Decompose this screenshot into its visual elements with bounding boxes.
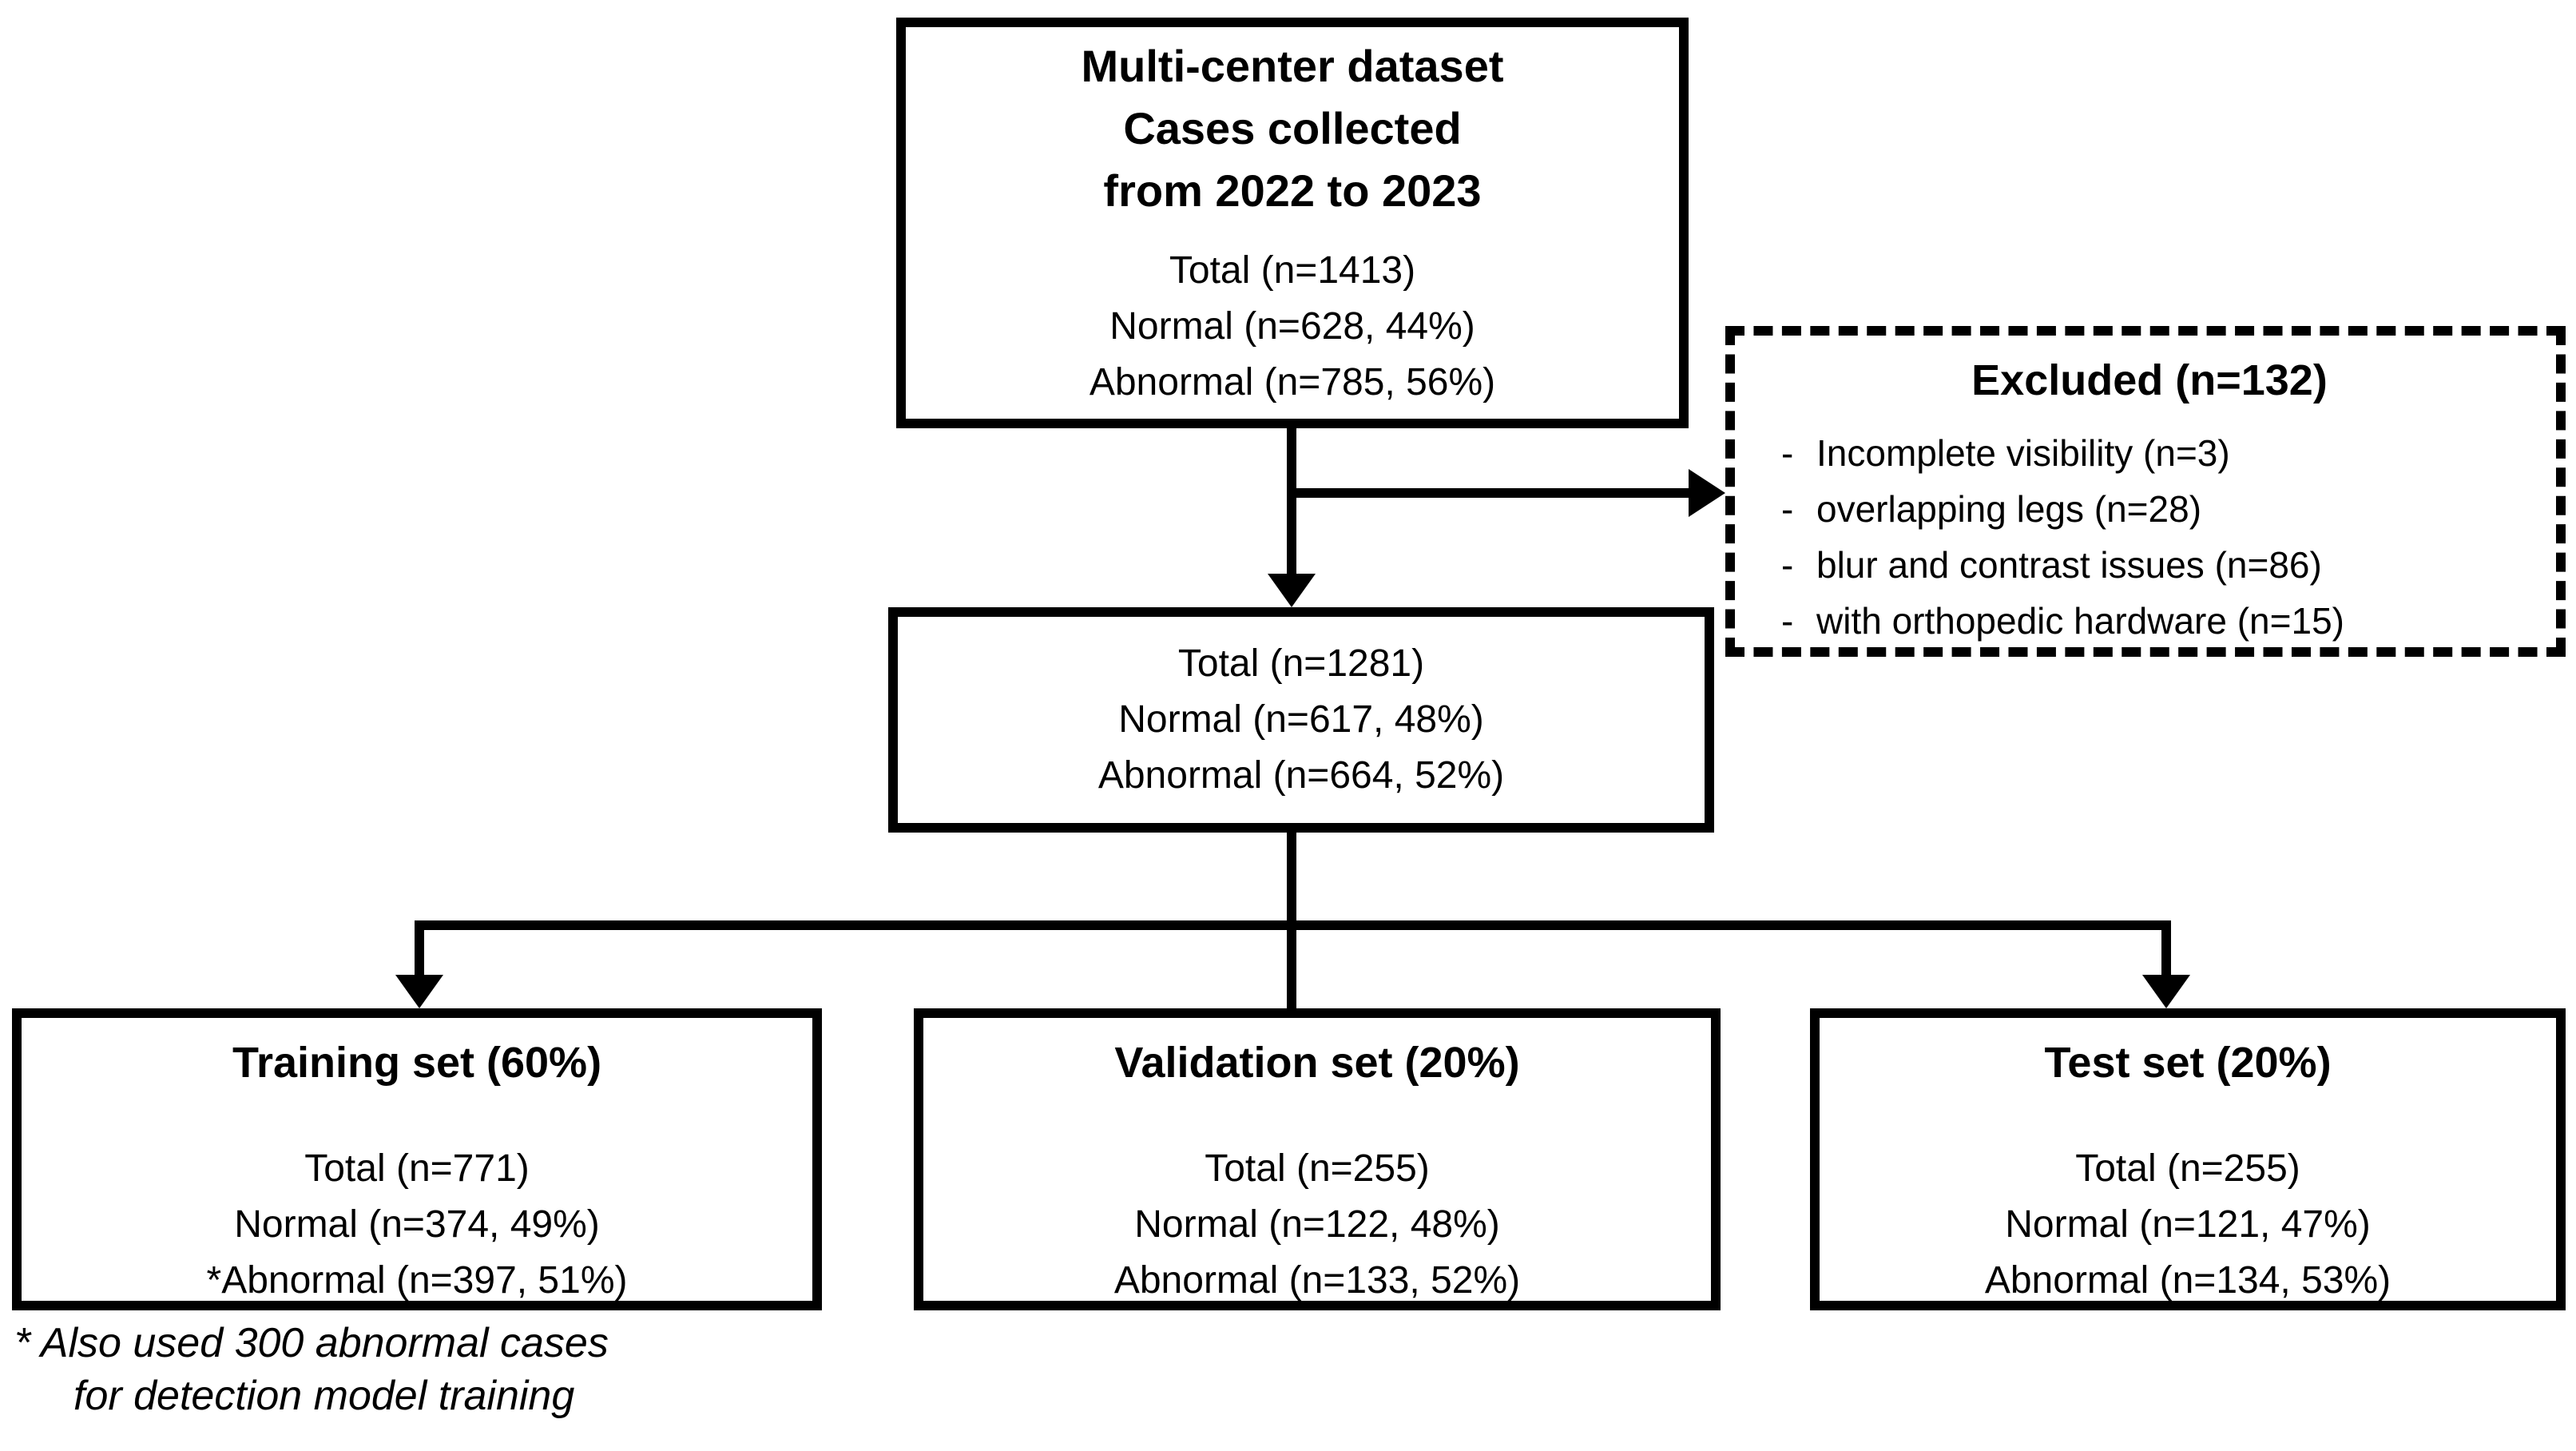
connector-split-horizontal [415, 920, 2171, 930]
bullet-dash: - [1781, 432, 1794, 474]
stat-abnormal: Abnormal (n=785, 56%) [1089, 361, 1496, 403]
excluded-item: - blur and contrast issues (n=86) [1767, 537, 2532, 593]
footnote-line: * Also used 300 abnormal cases [14, 1320, 609, 1366]
dataset-title-line: Cases collected [1123, 103, 1462, 153]
validation-set-box: Validation set (20%) Total (n=255) Norma… [914, 1008, 1721, 1310]
connector-split-to-test [2161, 920, 2171, 980]
excluded-item-text: blur and contrast issues (n=86) [1816, 544, 2322, 586]
training-set-box: Training set (60%) Total (n=771) Normal … [12, 1008, 822, 1310]
test-set-stats: Total (n=255) Normal (n=121, 47%) Abnorm… [1985, 1141, 2391, 1309]
stat-total: Total (n=1413) [1169, 249, 1416, 292]
dataset-title-line: from 2022 to 2023 [1103, 165, 1482, 216]
footnote-line: for detection model training [73, 1373, 575, 1419]
connector-top-to-eligible [1287, 428, 1296, 580]
right-arrowhead-icon [1689, 469, 1725, 517]
excluded-item-text: overlapping legs (n=28) [1816, 488, 2202, 530]
excluded-item: - with orthopedic hardware (n=15) [1767, 593, 2532, 649]
stat-total: Total (n=771) [304, 1147, 530, 1190]
stat-abnormal: *Abnormal (n=397, 51%) [206, 1259, 628, 1302]
bullet-dash: - [1781, 600, 1794, 642]
bullet-dash: - [1781, 544, 1794, 586]
dataset-box: Multi-center dataset Cases collected fro… [896, 18, 1689, 428]
eligible-stats: Total (n=1281) Normal (n=617, 48%) Abnor… [1098, 636, 1504, 804]
stat-normal: Normal (n=121, 47%) [2005, 1203, 2371, 1246]
connector-split-to-training [415, 920, 424, 980]
test-set-title: Test set (20%) [2044, 1039, 2332, 1087]
stat-normal: Normal (n=617, 48%) [1118, 698, 1484, 741]
training-set-stats: Total (n=771) Normal (n=374, 49%) *Abnor… [207, 1141, 628, 1309]
dataset-box-title: Multi-center dataset Cases collected fro… [1082, 35, 1504, 222]
down-arrowhead-icon [395, 975, 443, 1008]
connector-to-excluded [1287, 488, 1690, 498]
excluded-title: Excluded (n=132) [1971, 356, 2328, 404]
stat-abnormal: Abnormal (n=664, 52%) [1097, 754, 1505, 797]
validation-set-stats: Total (n=255) Normal (n=122, 48%) Abnorm… [1114, 1141, 1520, 1309]
excluded-item-text: with orthopedic hardware (n=15) [1816, 600, 2344, 642]
stat-total: Total (n=1281) [1177, 642, 1425, 685]
excluded-item: - Incomplete visibility (n=3) [1767, 425, 2532, 481]
excluded-item-text: Incomplete visibility (n=3) [1816, 432, 2230, 474]
stat-abnormal: Abnormal (n=133, 52%) [1113, 1259, 1521, 1302]
training-set-title: Training set (60%) [232, 1039, 602, 1087]
stat-normal: Normal (n=628, 44%) [1109, 305, 1475, 348]
validation-set-title: Validation set (20%) [1114, 1039, 1520, 1087]
stat-normal: Normal (n=122, 48%) [1134, 1203, 1500, 1246]
eligible-box: Total (n=1281) Normal (n=617, 48%) Abnor… [888, 607, 1714, 833]
bullet-dash: - [1781, 488, 1794, 530]
stat-normal: Normal (n=374, 49%) [234, 1203, 600, 1246]
stat-total: Total (n=255) [2075, 1147, 2300, 1190]
excluded-list: - Incomplete visibility (n=3) - overlapp… [1767, 425, 2532, 649]
excluded-box: Excluded (n=132) - Incomplete visibility… [1725, 326, 2566, 657]
dataset-title-line: Multi-center dataset [1081, 41, 1504, 91]
down-arrowhead-icon [1268, 574, 1316, 607]
footnote: * Also used 300 abnormal cases for detec… [14, 1317, 609, 1422]
excluded-item: - overlapping legs (n=28) [1767, 481, 2532, 537]
test-set-box: Test set (20%) Total (n=255) Normal (n=1… [1810, 1008, 2566, 1310]
stat-total: Total (n=255) [1205, 1147, 1430, 1190]
down-arrowhead-icon [2142, 975, 2190, 1008]
dataset-stats: Total (n=1413) Normal (n=628, 44%) Abnor… [1090, 243, 1495, 411]
stat-abnormal: Abnormal (n=134, 53%) [1984, 1259, 2391, 1302]
